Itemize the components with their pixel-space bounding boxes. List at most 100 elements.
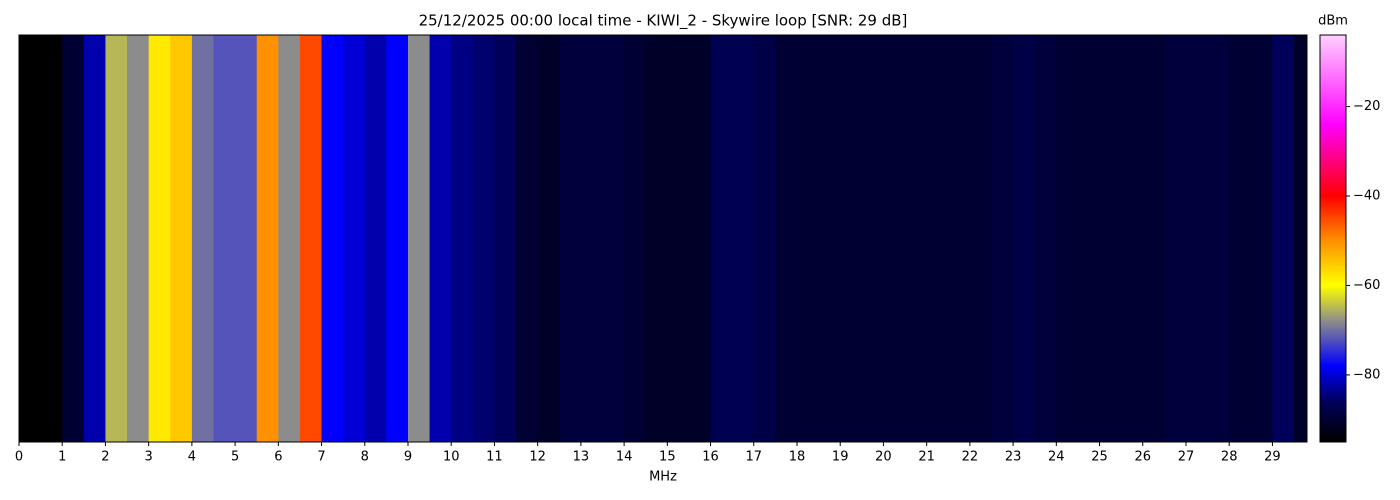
heatmap-cell bbox=[472, 35, 495, 442]
chart-title: 25/12/2025 00:00 local time - KIWI_2 - S… bbox=[419, 12, 908, 31]
x-tick-label: 27 bbox=[1178, 450, 1195, 465]
heatmap-cell bbox=[213, 35, 236, 442]
heatmap-cell bbox=[1056, 35, 1079, 442]
heatmap-cell bbox=[278, 35, 301, 442]
x-tick-label: 14 bbox=[616, 450, 633, 465]
heatmap-cell bbox=[559, 35, 582, 442]
heatmap-cell bbox=[1294, 35, 1308, 442]
heatmap-cell bbox=[105, 35, 128, 442]
heatmap-cell bbox=[1077, 35, 1101, 442]
x-tick-label: 13 bbox=[573, 450, 590, 465]
heatmap-cell bbox=[1250, 35, 1273, 442]
heatmap-cell bbox=[948, 35, 971, 442]
heatmap-cell bbox=[775, 35, 798, 442]
heatmap-cell bbox=[667, 35, 690, 442]
x-tick-label: 4 bbox=[188, 450, 196, 465]
heatmap-cell bbox=[537, 35, 560, 442]
heatmap-cell bbox=[840, 35, 863, 442]
heatmap-cell bbox=[429, 35, 452, 442]
colorbar-tick-label: −40 bbox=[1353, 189, 1380, 204]
heatmap-cell bbox=[516, 35, 539, 442]
x-tick-label: 26 bbox=[1134, 450, 1151, 465]
heatmap-cell bbox=[818, 35, 841, 442]
x-tick-label: 23 bbox=[1005, 450, 1022, 465]
heatmap-cell bbox=[1272, 35, 1295, 442]
colorbar-tick-label: −60 bbox=[1353, 278, 1380, 293]
x-tick-label: 16 bbox=[702, 450, 719, 465]
x-tick-label: 15 bbox=[659, 450, 676, 465]
x-tick-label: 20 bbox=[875, 450, 892, 465]
heatmap-cell bbox=[191, 35, 214, 442]
heatmap-cell bbox=[1034, 35, 1057, 442]
heatmap-cell bbox=[969, 35, 992, 442]
heatmap-cell bbox=[1229, 35, 1252, 442]
heatmap-cell bbox=[364, 35, 387, 442]
x-tick-label: 3 bbox=[145, 450, 153, 465]
heatmap-cell bbox=[494, 35, 517, 442]
heatmap-cell bbox=[451, 35, 474, 442]
x-tick-label: 1 bbox=[58, 450, 66, 465]
x-tick-label: 24 bbox=[1048, 450, 1065, 465]
x-tick-label: 6 bbox=[274, 450, 282, 465]
x-tick-label: 5 bbox=[231, 450, 239, 465]
x-tick-label: 12 bbox=[529, 450, 546, 465]
heatmap-cell bbox=[645, 35, 668, 442]
x-tick-label: 25 bbox=[1091, 450, 1108, 465]
x-tick-label: 22 bbox=[962, 450, 979, 465]
colorbar-tick-label: −20 bbox=[1353, 99, 1380, 114]
colorbar bbox=[1319, 34, 1347, 443]
x-tick-label: 17 bbox=[745, 450, 762, 465]
heatmap-cell bbox=[1099, 35, 1122, 442]
x-tick-label: 9 bbox=[404, 450, 412, 465]
x-axis-label: MHz bbox=[649, 470, 677, 485]
heatmap-cell bbox=[883, 35, 906, 442]
plot-frame bbox=[18, 34, 1308, 443]
heatmap-cell bbox=[1142, 35, 1165, 442]
heatmap-cell bbox=[40, 35, 63, 442]
heatmap-cell bbox=[688, 35, 712, 442]
colorbar-tick-label: −80 bbox=[1353, 367, 1380, 382]
x-tick-label: 8 bbox=[361, 450, 369, 465]
heatmap-cell bbox=[299, 35, 323, 442]
heatmap-cell bbox=[386, 35, 409, 442]
heatmap-cell bbox=[1164, 35, 1187, 442]
x-tick-label: 11 bbox=[486, 450, 503, 465]
heatmap-cell bbox=[1013, 35, 1036, 442]
heatmap-cell bbox=[127, 35, 150, 442]
x-tick-label: 7 bbox=[317, 450, 325, 465]
heatmap-cell bbox=[256, 35, 279, 442]
heatmap-cell bbox=[753, 35, 776, 442]
heatmap-cell bbox=[905, 35, 928, 442]
heatmap-cell bbox=[1121, 35, 1144, 442]
x-tick-label: 18 bbox=[789, 450, 806, 465]
heatmap-cell bbox=[732, 35, 755, 442]
heatmap-cell bbox=[861, 35, 884, 442]
heatmap-cell bbox=[343, 35, 366, 442]
heatmap-cell bbox=[710, 35, 733, 442]
heatmap-cell bbox=[235, 35, 258, 442]
heatmap-cell bbox=[83, 35, 106, 442]
x-tick-label: 28 bbox=[1221, 450, 1238, 465]
heatmap-cell bbox=[170, 35, 193, 442]
x-tick-label: 21 bbox=[918, 450, 935, 465]
heatmap-cell bbox=[62, 35, 85, 442]
heatmap-cell bbox=[407, 35, 431, 442]
x-tick-label: 0 bbox=[15, 450, 23, 465]
x-tick-label: 19 bbox=[832, 450, 849, 465]
heatmap-cell bbox=[580, 35, 603, 442]
heatmap-cell bbox=[19, 35, 42, 442]
x-tick-label: 2 bbox=[101, 450, 109, 465]
heatmap-cell bbox=[321, 35, 344, 442]
x-tick-label: 29 bbox=[1264, 450, 1281, 465]
x-tick-label: 10 bbox=[443, 450, 460, 465]
heatmap-cell bbox=[991, 35, 1014, 442]
heatmap-cell bbox=[148, 35, 171, 442]
heatmap-cell bbox=[1185, 35, 1209, 442]
colorbar-label: dBm bbox=[1318, 14, 1348, 29]
heatmap-cell bbox=[796, 35, 820, 442]
heatmap-cell bbox=[1207, 35, 1230, 442]
heatmap-cell bbox=[602, 35, 625, 442]
heatmap-cell bbox=[624, 35, 647, 442]
heatmap-cell bbox=[926, 35, 949, 442]
